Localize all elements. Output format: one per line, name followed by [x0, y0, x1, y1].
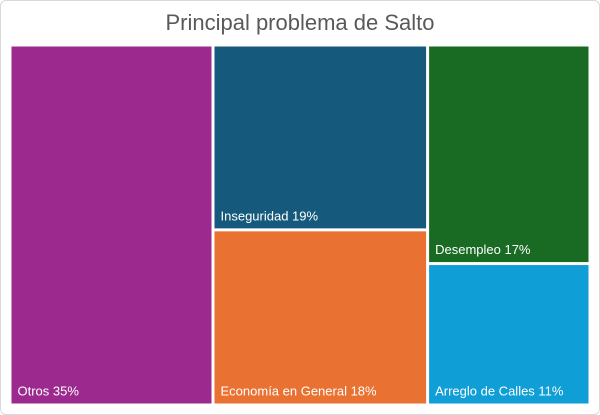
treemap-label-economia-en-general: Economía en General 18% [221, 384, 378, 399]
treemap-label-desempleo: Desempleo 17% [435, 242, 531, 257]
treemap-rect-arreglo-de-calles [429, 265, 589, 404]
treemap-label-otros: Otros 35% [18, 384, 80, 399]
treemap-rect-otros [11, 46, 212, 404]
treemap-rect-inseguridad [214, 46, 427, 229]
chart-title: Principal problema de Salto [165, 10, 435, 35]
treemap-tile-otros: Otros 35% [11, 46, 212, 404]
treemap-tile-desempleo: Desempleo 17% [429, 46, 589, 263]
treemap-rect-desempleo [429, 46, 589, 263]
treemap-label-inseguridad: Inseguridad 19% [221, 208, 319, 223]
treemap-label-arreglo-de-calles: Arreglo de Calles 11% [435, 384, 564, 399]
treemap-tile-inseguridad: Inseguridad 19% [214, 46, 427, 229]
treemap-rect-economia-en-general [214, 231, 427, 404]
treemap-tile-arreglo-de-calles: Arreglo de Calles 11% [429, 265, 589, 404]
treemap-tile-economia-en-general: Economía en General 18% [214, 231, 427, 404]
